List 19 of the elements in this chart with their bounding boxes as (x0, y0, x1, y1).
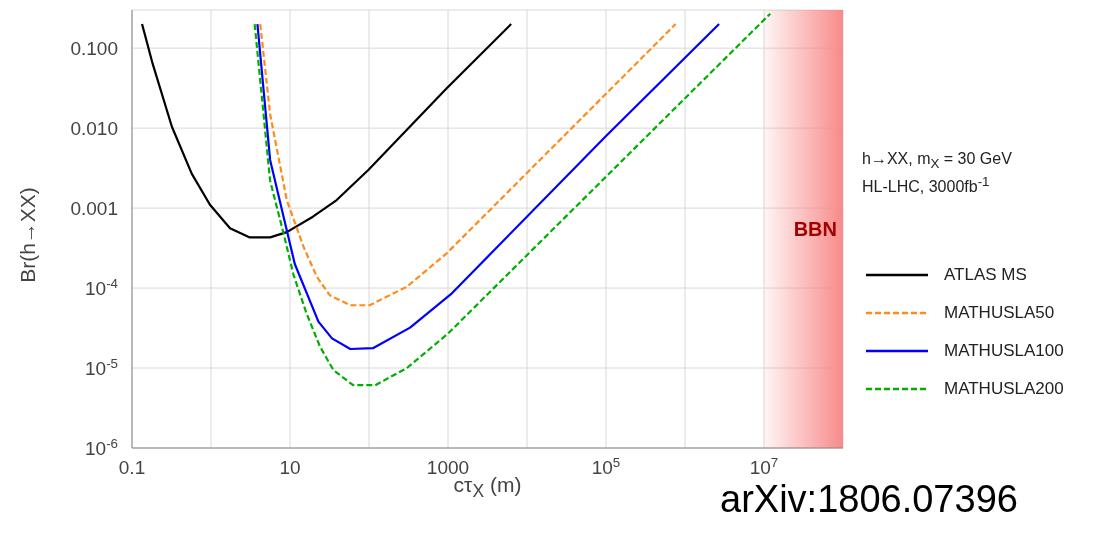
legend-label: MATHUSLA200 (944, 379, 1064, 399)
y-tick-label: 10$^{-4}$ (85, 275, 118, 300)
text: HL-LHC, 3000fb$^{-1}$ (862, 174, 990, 197)
text: h→XX, m$_{X}$ = 30 GeV (862, 150, 1012, 172)
band-label: BBN (793, 218, 837, 241)
text: arXiv:1806.07396 (720, 478, 1018, 521)
legend-label: MATHUSLA50 (944, 303, 1055, 323)
x-tick-label: 10$^{5}$ (591, 454, 621, 478)
x-tick-label: 10 (279, 457, 301, 478)
y-tick-label: 0.001 (70, 198, 118, 220)
x-tick-label: 0.1 (118, 457, 146, 478)
legend-label: ATLAS MS (944, 265, 1027, 285)
legend-label: MATHUSLA100 (944, 341, 1064, 361)
y-tick-label: 10$^{-5}$ (85, 355, 118, 380)
y-tick-label: 0.100 (70, 38, 118, 60)
y-tick-label: 10$^{-6}$ (85, 435, 118, 459)
y-tick-label: 0.010 (70, 118, 118, 140)
y-axis-title: Br(h→XX) (16, 186, 40, 285)
x-tick-label: 10$^{7}$ (749, 454, 779, 478)
